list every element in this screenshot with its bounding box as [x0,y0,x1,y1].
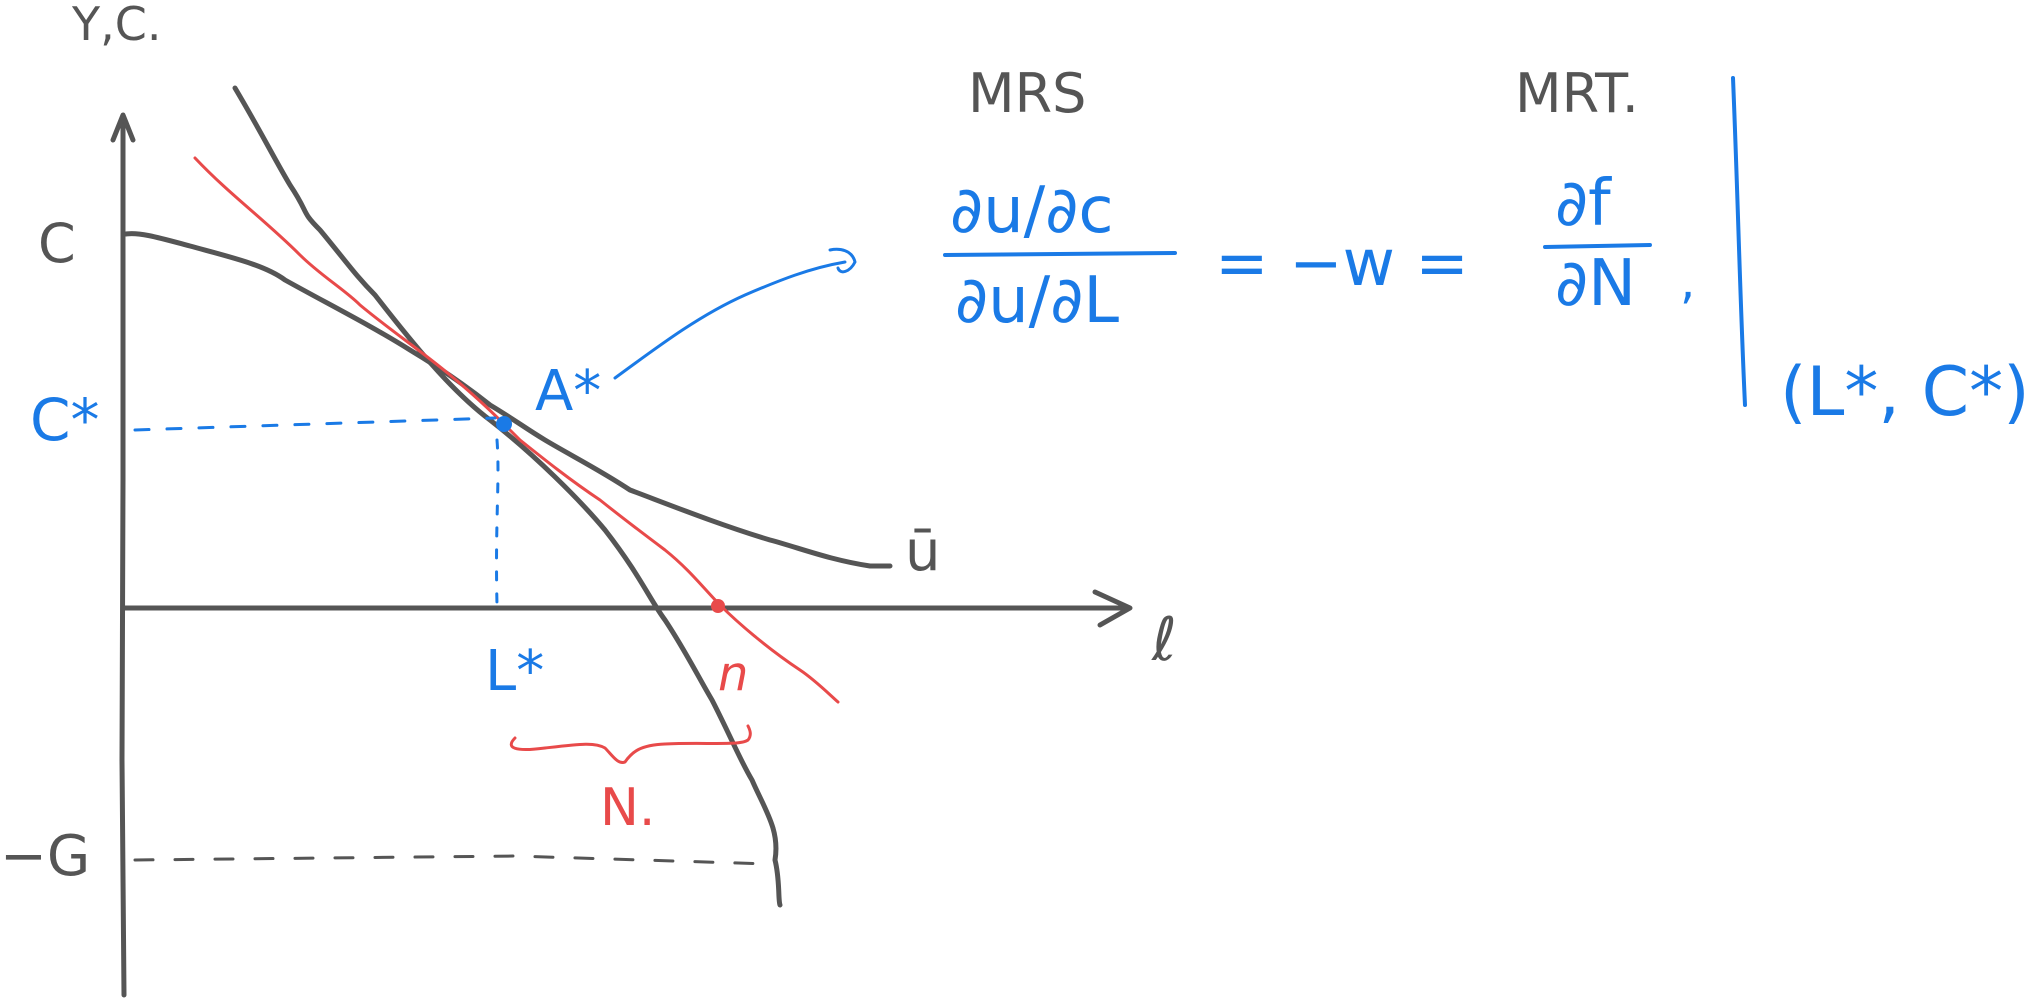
c-star-guide-line [135,418,495,430]
mrt-title: MRT. [1515,62,1639,125]
mrs-mrt-equation: MRS MRT. ∂u/∂c ∂u/∂L = −w = ∂f ∂N , (L*,… [945,62,2025,432]
pointer-arrow-head-icon [830,249,855,271]
point-a-star [496,416,512,432]
indifference-curve-label: ū [905,519,941,584]
equation-middle: = −w = [1215,227,1469,301]
tick-label-c: C [38,212,76,275]
equation-trailing-comma: , [1680,254,1695,310]
mrs-fraction-bar [945,253,1175,255]
point-n [711,599,725,613]
l-star-guide-line [497,440,498,605]
point-a-star-label: A* [535,359,601,424]
x-axis-label: ℓ [1151,605,1177,675]
production-frontier-curve [235,88,780,905]
mrs-title: MRS [968,62,1086,125]
mrt-denominator: ∂N [1555,247,1636,321]
n-bracket-label: N. [600,778,655,838]
budget-tangent-line [195,158,838,702]
neg-g-guide-line [135,856,770,864]
y-axis-label: Y,C. [71,0,161,51]
tick-label-neg-g: −G [0,824,90,889]
mrt-numerator: ∂f [1555,167,1612,241]
tick-label-c-star: C* [30,386,100,454]
evaluation-point: (L*, C*) [1780,353,2025,432]
mrs-numerator: ∂u/∂c [950,174,1114,248]
evaluation-bar [1733,78,1745,405]
n-brace [511,726,750,763]
mrs-denominator: ∂u/∂L [955,264,1119,338]
y-axis [122,120,124,995]
pointer-arrow [615,262,845,378]
tick-label-n: n [718,646,748,702]
tick-label-l-star: L* [485,639,544,704]
